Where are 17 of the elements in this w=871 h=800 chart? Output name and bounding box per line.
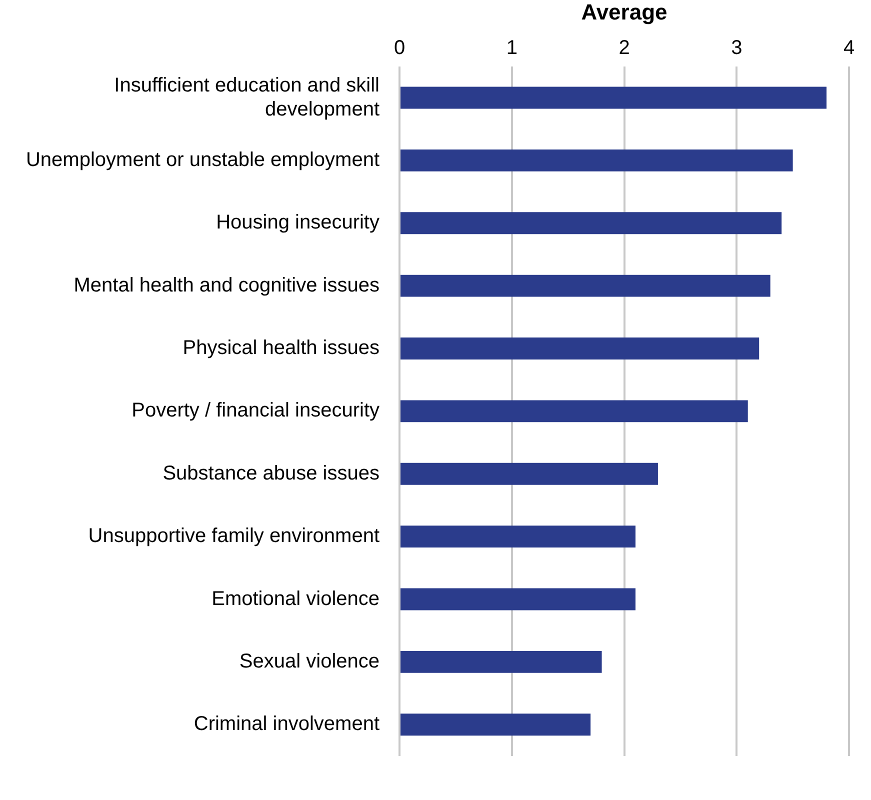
x-tick-label: 0 (394, 36, 406, 59)
y-tick-label: Physical health issues (182, 337, 380, 360)
x-tick-label: 4 (843, 36, 855, 59)
y-tick-label: Mental health and cognitive issues (74, 274, 380, 296)
y-tick-label: Sexual violence (239, 650, 380, 672)
y-tick-label: Unsupportive family environment (88, 525, 380, 548)
y-tick-label: Unemployment or unstable employment (26, 148, 380, 171)
x-axis-title: Average (581, 0, 668, 24)
x-tick-label: 2 (618, 36, 630, 59)
x-tick-label: 3 (731, 36, 742, 59)
y-tick-label: Substance abuse issues (162, 462, 380, 484)
x-tick-label: 1 (506, 36, 518, 59)
y-tick-label: Criminal involvement (194, 713, 380, 736)
y-tick-label: Housing insecurity (216, 212, 380, 234)
y-tick-label: Emotional violence (212, 588, 380, 610)
y-tick-label: Poverty / financial insecurity (132, 400, 380, 422)
y-tick-label: Insufficient education and skill development (114, 74, 380, 120)
